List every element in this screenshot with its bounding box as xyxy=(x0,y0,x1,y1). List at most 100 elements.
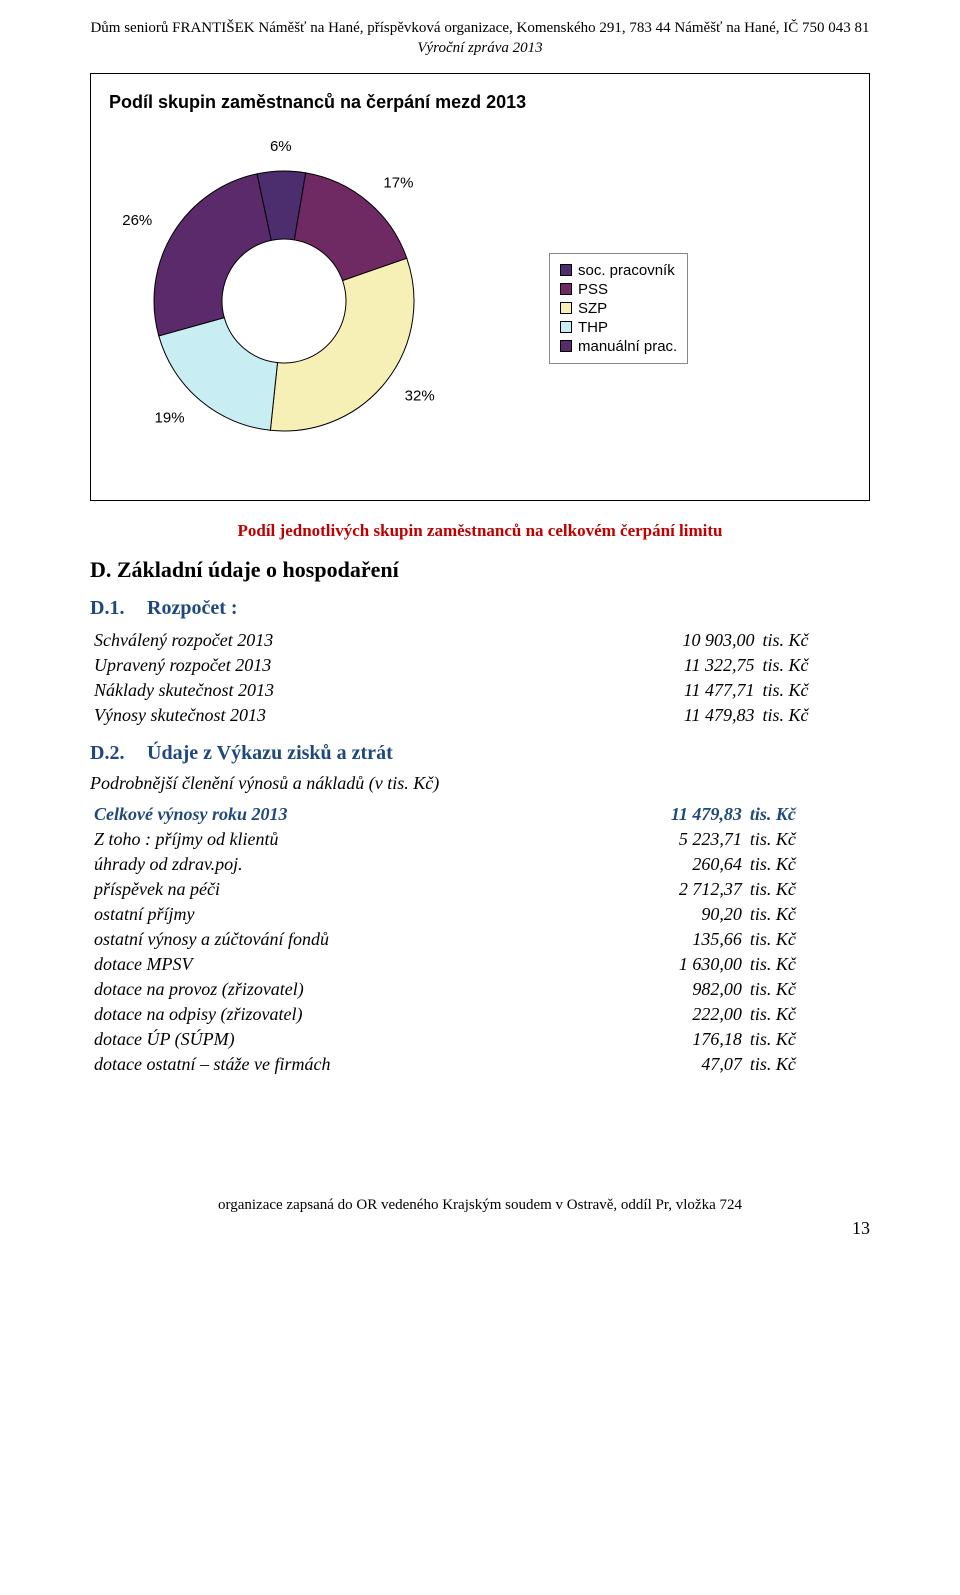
income-total-row: Celkové výnosy roku 201311 479,83tis. Kč xyxy=(90,802,870,827)
donut-pct-label: 17% xyxy=(383,174,413,191)
income-value: 135,66 xyxy=(586,927,746,952)
income-value: 5 223,71 xyxy=(586,827,746,852)
income-table: Celkové výnosy roku 201311 479,83tis. Kč… xyxy=(90,802,870,1077)
income-unit: tis. Kč xyxy=(746,1052,870,1077)
legend-item: THP xyxy=(560,319,677,336)
legend-label: THP xyxy=(578,319,608,336)
income-value: 222,00 xyxy=(586,1002,746,1027)
income-value: 90,20 xyxy=(586,902,746,927)
donut-pct-label: 32% xyxy=(405,387,435,404)
section-d-heading: D. Základní údaje o hospodaření xyxy=(90,557,870,583)
chart-card: Podíl skupin zaměstnanců na čerpání mezd… xyxy=(90,73,870,501)
donut-pct-label: 19% xyxy=(155,409,185,426)
income-label: ostatní výnosy a zúčtování fondů xyxy=(90,927,586,952)
legend-item: PSS xyxy=(560,281,677,298)
legend-swatch xyxy=(560,264,572,276)
legend-label: PSS xyxy=(578,281,608,298)
income-label: příspěvek na péči xyxy=(90,877,586,902)
donut-slice xyxy=(154,173,271,335)
budget-label: Schválený rozpočet 2013 xyxy=(90,628,573,653)
table-row: úhrady od zdrav.poj.260,64tis. Kč xyxy=(90,852,870,877)
income-value: 176,18 xyxy=(586,1027,746,1052)
legend-item: soc. pracovník xyxy=(560,262,677,279)
income-value: 47,07 xyxy=(586,1052,746,1077)
legend-item: SZP xyxy=(560,300,677,317)
table-row: Upravený rozpočet 201311 322,75tis. Kč xyxy=(90,653,870,678)
d2-text: Údaje z Výkazu zisků a ztrát xyxy=(147,742,393,765)
budget-unit: tis. Kč xyxy=(759,678,870,703)
legend-swatch xyxy=(560,302,572,314)
legend-swatch xyxy=(560,321,572,333)
page: Dům seniorů FRANTIŠEK Náměšť na Hané, př… xyxy=(0,0,960,1269)
table-row: příspěvek na péči2 712,37tis. Kč xyxy=(90,877,870,902)
budget-unit: tis. Kč xyxy=(759,653,870,678)
legend-swatch xyxy=(560,340,572,352)
table-row: Výnosy skutečnost 201311 479,83tis. Kč xyxy=(90,703,870,728)
table-row: Z toho : příjmy od klientů5 223,71tis. K… xyxy=(90,827,870,852)
income-total-unit: tis. Kč xyxy=(746,802,870,827)
income-unit: tis. Kč xyxy=(746,952,870,977)
table-row: ostatní příjmy90,20tis. Kč xyxy=(90,902,870,927)
income-unit: tis. Kč xyxy=(746,852,870,877)
donut-pct-label: 6% xyxy=(270,141,292,155)
chart-legend: soc. pracovník PSS SZP THP manuální prac. xyxy=(549,253,688,364)
income-label: úhrady od zdrav.poj. xyxy=(90,852,586,877)
income-unit: tis. Kč xyxy=(746,827,870,852)
table-row: dotace MPSV1 630,00tis. Kč xyxy=(90,952,870,977)
table-row: dotace na odpisy (zřizovatel)222,00tis. … xyxy=(90,1002,870,1027)
income-value: 2 712,37 xyxy=(586,877,746,902)
section-d1-heading: D.1. Rozpočet : xyxy=(90,597,870,620)
budget-value: 11 322,75 xyxy=(573,653,759,678)
income-label: dotace ostatní – stáže ve firmách xyxy=(90,1052,586,1077)
d1-label: D.1. xyxy=(90,597,142,620)
budget-value: 11 477,71 xyxy=(573,678,759,703)
budget-label: Upravený rozpočet 2013 xyxy=(90,653,573,678)
table-row: dotace ÚP (SÚPM)176,18tis. Kč xyxy=(90,1027,870,1052)
footer-text: organizace zapsaná do OR vedeného Krajsk… xyxy=(90,1197,870,1214)
budget-value: 11 479,83 xyxy=(573,703,759,728)
income-unit: tis. Kč xyxy=(746,1027,870,1052)
chart-subtitle-red: Podíl jednotlivých skupin zaměstnanců na… xyxy=(90,521,870,541)
income-label: dotace na provoz (zřizovatel) xyxy=(90,977,586,1002)
income-value: 260,64 xyxy=(586,852,746,877)
header-line2: Výroční zpráva 2013 xyxy=(90,38,870,58)
table-row: dotace ostatní – stáže ve firmách47,07ti… xyxy=(90,1052,870,1077)
budget-label: Náklady skutečnost 2013 xyxy=(90,678,573,703)
income-total-label: Celkové výnosy roku 2013 xyxy=(90,802,586,827)
income-total-value: 11 479,83 xyxy=(586,802,746,827)
d2-label: D.2. xyxy=(90,742,142,765)
income-label: ostatní příjmy xyxy=(90,902,586,927)
header-line1: Dům seniorů FRANTIŠEK Náměšť na Hané, př… xyxy=(90,18,870,38)
donut-pct-label: 26% xyxy=(122,212,152,229)
legend-label: soc. pracovník xyxy=(578,262,675,279)
income-unit: tis. Kč xyxy=(746,977,870,1002)
chart-body: 6% 17% 32% 19% 26% soc. pracovník PSS SZP THP ma… xyxy=(109,141,851,476)
donut-slice xyxy=(270,258,414,431)
table-row: ostatní výnosy a zúčtování fondů135,66ti… xyxy=(90,927,870,952)
income-unit: tis. Kč xyxy=(746,927,870,952)
doc-header: Dům seniorů FRANTIŠEK Náměšť na Hané, př… xyxy=(90,18,870,59)
income-unit: tis. Kč xyxy=(746,877,870,902)
table-row: Schválený rozpočet 201310 903,00tis. Kč xyxy=(90,628,870,653)
d1-text: Rozpočet : xyxy=(147,597,238,620)
legend-item: manuální prac. xyxy=(560,338,677,355)
section-d2-heading: D.2. Údaje z Výkazu zisků a ztrát xyxy=(90,742,870,765)
income-label: Z toho : příjmy od klientů xyxy=(90,827,586,852)
income-value: 982,00 xyxy=(586,977,746,1002)
donut-svg: 6% 17% 32% 19% 26% xyxy=(109,141,479,471)
income-value: 1 630,00 xyxy=(586,952,746,977)
budget-value: 10 903,00 xyxy=(573,628,759,653)
income-unit: tis. Kč xyxy=(746,1002,870,1027)
donut-chart: 6% 17% 32% 19% 26% xyxy=(109,141,479,476)
income-label: dotace MPSV xyxy=(90,952,586,977)
table-row: Náklady skutečnost 201311 477,71tis. Kč xyxy=(90,678,870,703)
budget-unit: tis. Kč xyxy=(759,703,870,728)
legend-label: manuální prac. xyxy=(578,338,677,355)
income-label: dotace na odpisy (zřizovatel) xyxy=(90,1002,586,1027)
budget-label: Výnosy skutečnost 2013 xyxy=(90,703,573,728)
legend-label: SZP xyxy=(578,300,607,317)
income-label: dotace ÚP (SÚPM) xyxy=(90,1027,586,1052)
table-row: dotace na provoz (zřizovatel)982,00tis. … xyxy=(90,977,870,1002)
budget-table: Schválený rozpočet 201310 903,00tis. KčU… xyxy=(90,628,870,728)
d2-subtext: Podrobnější členění výnosů a nákladů (v … xyxy=(90,773,870,794)
